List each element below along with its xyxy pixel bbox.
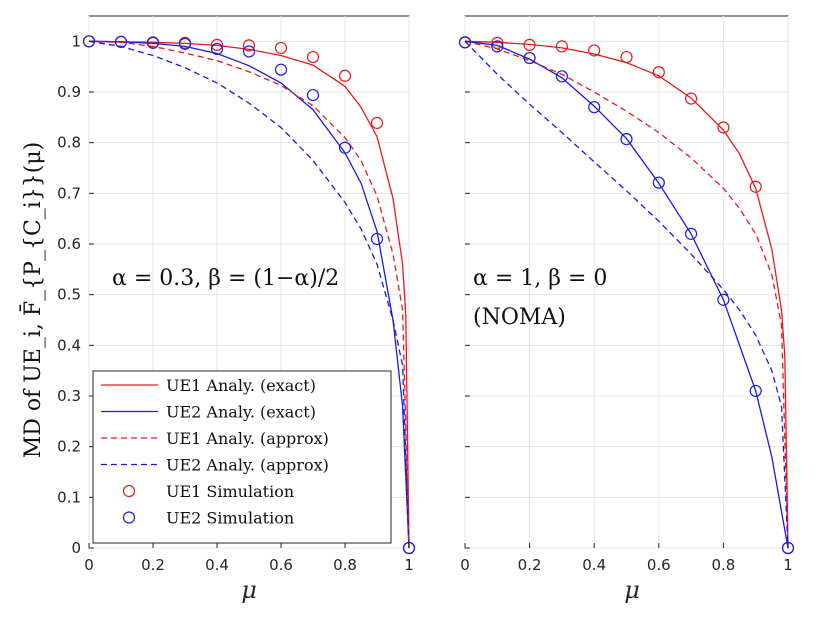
y-tick-label: 0.3: [57, 387, 81, 405]
y-tick-label: 0.6: [57, 235, 81, 253]
right-panel: 0 0.2 0.4 0.6 0.8 1 α = 1, β = 0 (NOMA) μ: [458, 15, 795, 604]
legend-swatch-ue1-simulation: [122, 484, 136, 498]
left-curves: [82, 35, 416, 555]
ue2-analy-approx-line: [88, 40, 410, 549]
x-tick-label: 0.4: [582, 556, 606, 574]
right-plot-area: [464, 15, 789, 549]
right-annotation-line-2: (NOMA): [473, 305, 566, 330]
ue2-simulation-point: [82, 35, 96, 48]
x-tick-label: 0.6: [647, 556, 671, 574]
ue2-simulation-point: [274, 63, 288, 76]
x-tick-label: 0.6: [269, 556, 293, 574]
y-tick-label: 0: [71, 539, 81, 557]
right-grid: [464, 16, 789, 549]
ue1-simulation-point: [555, 40, 569, 53]
ue2-simulation-point: [620, 133, 633, 146]
y-tick-label: 0.7: [57, 184, 81, 202]
ue1-simulation-point: [717, 121, 730, 134]
x-tick-label: 0: [84, 556, 94, 574]
ue2-simulation-point: [338, 141, 352, 154]
ue1-simulation-point: [242, 39, 256, 52]
ue1-simulation-point: [523, 38, 536, 51]
x-tick-label: 1: [404, 556, 414, 574]
ue1-simulation-point: [588, 44, 601, 57]
ue2-simulation-point: [588, 101, 601, 114]
ue1-simulation-point: [210, 38, 224, 51]
ue1-simulation-point: [749, 180, 762, 193]
legend-label-ue2-simulation: UE2 Simulation: [166, 509, 294, 528]
ue1-simulation-point: [684, 92, 698, 105]
left-x-ticks: 0 0.2 0.4 0.6 0.8 1: [84, 543, 414, 574]
y-tick-label: 0.8: [57, 134, 81, 152]
ue2-simulation-point: [210, 42, 224, 56]
left-y-ticks: 0 0.1 0.2 0.3 0.4 0.5 0.6 0.7 0.8 0.9 1: [57, 32, 94, 557]
x-tick-label: 0.2: [518, 556, 542, 574]
ue1-simulation-point: [274, 41, 288, 55]
legend-label-ue1-analy-exact: UE1 Analy. (exact): [166, 376, 316, 395]
right-x-axis-label: μ: [624, 576, 640, 604]
ue2-simulation-point: [146, 36, 160, 49]
ue2-simulation-point: [523, 51, 536, 65]
ue2-simulation-point: [555, 70, 569, 83]
ue2-simulation-point: [717, 293, 730, 306]
x-tick-label: 0.2: [141, 556, 165, 574]
x-tick-label: 0: [460, 556, 470, 574]
ue2-simulation-point: [491, 40, 504, 53]
ue1-simulation-point: [338, 69, 352, 82]
ue2-simulation-point: [402, 541, 416, 555]
ue1-analy-approx-line: [464, 40, 789, 549]
right-annotation-line-1: α = 1, β = 0: [473, 266, 607, 291]
legend-box: [92, 370, 392, 544]
y-tick-label: 0.2: [57, 438, 81, 456]
x-tick-label: 1: [783, 556, 793, 574]
y-tick-label: 0.4: [57, 336, 81, 354]
y-tick-label: 0.5: [57, 286, 81, 304]
ue2-simulation-point: [370, 232, 384, 246]
y-tick-label: 1: [71, 32, 81, 50]
y-tick-label: 0.9: [57, 83, 81, 101]
ue2-simulation-point: [114, 35, 128, 48]
legend-label-ue1-simulation: UE1 Simulation: [166, 482, 294, 501]
ue1-simulation-point: [620, 50, 633, 64]
ue2-simulation-point: [178, 37, 192, 50]
right-y-ticks: [465, 40, 470, 549]
ue2-simulation-point: [306, 88, 320, 102]
right-x-ticks: 0 0.2 0.4 0.6 0.8 1: [460, 543, 793, 574]
left-x-axis-label: μ: [241, 576, 257, 604]
ue1-simulation-point: [370, 116, 384, 130]
legend-swatch-ue2-simulation: [122, 511, 136, 524]
ue2-simulation-point: [458, 36, 472, 49]
right-curves: [458, 36, 795, 555]
ue1-analy-exact-line: [464, 40, 789, 549]
x-tick-label: 0.8: [333, 556, 357, 574]
x-tick-label: 0.8: [711, 556, 735, 574]
ue2-simulation-point: [652, 176, 665, 189]
ue2-simulation-point: [242, 45, 256, 58]
left-annotation: α = 0.3, β = (1−α)/2: [112, 266, 339, 291]
ue1-simulation-point: [652, 66, 665, 79]
ue1-simulation-point: [306, 50, 320, 64]
x-tick-label: 0.4: [205, 556, 229, 574]
legend-label-ue2-analy-exact: UE2 Analy. (exact): [166, 403, 316, 422]
ue2-simulation-point: [684, 227, 698, 240]
legend-label-ue1-analy-approx: UE1 Analy. (approx): [166, 429, 329, 448]
ue2-simulation-point: [749, 384, 762, 398]
ue1-analy-exact-line: [88, 40, 410, 549]
y-axis-label: MD of UE_i, F̄_{P_{C_i}}(μ): [19, 142, 46, 459]
legend-label-ue2-analy-approx: UE2 Analy. (approx): [166, 456, 329, 475]
ue1-simulation-point: [491, 36, 504, 49]
ue2-simulation-point: [781, 541, 795, 555]
legend: UE1 Analy. (exact) UE2 Analy. (exact) UE1 …: [92, 370, 392, 544]
y-tick-label: 0.1: [57, 488, 81, 506]
